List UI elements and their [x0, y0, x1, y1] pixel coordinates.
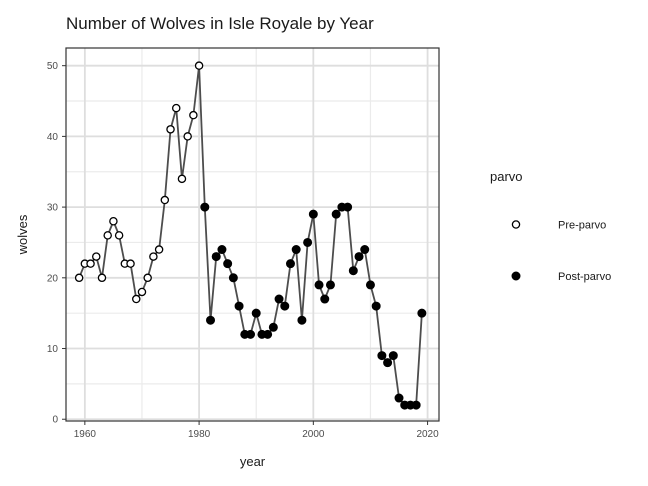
data-point-post-parvo — [343, 202, 353, 212]
x-tick-label: 2020 — [416, 429, 439, 440]
data-point-post-parvo — [394, 393, 404, 403]
y-tick-label: 50 — [47, 61, 59, 72]
data-point-post-parvo — [377, 351, 387, 361]
y-axis-title: wolves — [15, 214, 30, 255]
data-point-post-parvo — [280, 301, 290, 311]
grid-lines — [66, 48, 439, 421]
data-point-post-parvo — [325, 280, 335, 290]
data-point-post-parvo — [297, 315, 307, 325]
data-point-pre-parvo — [183, 132, 192, 141]
data-point-pre-parvo — [154, 245, 164, 254]
data-point-pre-parvo — [92, 252, 101, 261]
data-point-post-parvo — [228, 273, 238, 283]
data-point-post-parvo — [314, 280, 324, 290]
y-tick-label: 30 — [47, 203, 59, 214]
data-point-post-parvo — [360, 245, 370, 255]
data-point-pre-parvo — [160, 195, 170, 205]
data-point-pre-parvo — [97, 273, 107, 283]
x-tick-label: 1960 — [74, 429, 97, 440]
data-point-pre-parvo — [166, 125, 175, 134]
data-point-post-parvo — [263, 329, 273, 339]
data-point-post-parvo — [417, 308, 427, 318]
data-point-post-parvo — [274, 294, 284, 304]
data-point-pre-parvo — [132, 294, 141, 304]
data-point-post-parvo — [200, 202, 210, 212]
data-point-post-parvo — [291, 245, 301, 255]
data-point-post-parvo — [217, 245, 227, 255]
data-point-post-parvo — [223, 259, 233, 269]
legend: parvo Pre-parvo Post-parvo — [490, 169, 611, 283]
data-point-pre-parvo — [109, 216, 118, 226]
data-point-post-parvo — [365, 280, 375, 290]
legend-title: parvo — [490, 169, 523, 184]
data-point-post-parvo — [246, 329, 256, 339]
data-points — [74, 61, 427, 410]
data-point-post-parvo — [411, 400, 421, 410]
y-tick-label: 10 — [47, 344, 59, 355]
data-point-pre-parvo — [189, 110, 198, 120]
data-point-post-parvo — [331, 209, 341, 219]
data-point-pre-parvo — [103, 231, 112, 240]
data-point-pre-parvo — [149, 252, 158, 261]
panel-border — [65, 47, 440, 422]
legend-label-pre-parvo: Pre-parvo — [558, 220, 606, 232]
legend-open-circle-icon — [511, 220, 521, 229]
data-point-pre-parvo — [74, 273, 84, 283]
data-point-pre-parvo — [194, 61, 204, 70]
x-axis-title: year — [240, 454, 266, 469]
data-point-pre-parvo — [86, 259, 95, 268]
data-point-pre-parvo — [114, 231, 124, 240]
data-point-post-parvo — [354, 252, 364, 262]
data-point-post-parvo — [388, 351, 398, 361]
data-point-post-parvo — [320, 294, 330, 304]
data-point-post-parvo — [206, 315, 216, 325]
y-tick-label: 0 — [52, 415, 58, 426]
x-tick-label: 2000 — [302, 429, 325, 440]
data-point-post-parvo — [308, 209, 318, 219]
legend-filled-circle-icon — [511, 271, 521, 281]
data-point-post-parvo — [268, 322, 278, 332]
data-point-pre-parvo — [171, 103, 181, 113]
data-point-post-parvo — [251, 308, 261, 318]
data-point-post-parvo — [303, 237, 313, 247]
data-point-post-parvo — [211, 252, 221, 262]
data-point-pre-parvo — [143, 273, 152, 283]
data-point-pre-parvo — [126, 259, 135, 268]
y-tick-label: 20 — [47, 273, 59, 284]
x-tick-label: 1980 — [188, 429, 211, 440]
y-tick-label: 40 — [47, 132, 59, 143]
y-axis-ticks: 0 10 20 30 40 50 — [47, 61, 66, 426]
data-point-post-parvo — [285, 259, 295, 269]
data-point-post-parvo — [371, 301, 381, 311]
data-point-pre-parvo — [177, 174, 187, 184]
data-point-post-parvo — [348, 266, 358, 276]
x-axis-ticks: 1960 1980 2000 2020 — [74, 421, 439, 440]
data-point-pre-parvo — [137, 287, 147, 297]
chart-title: Number of Wolves in Isle Royale by Year — [66, 14, 374, 33]
data-point-post-parvo — [234, 301, 244, 311]
legend-label-post-parvo: Post-parvo — [558, 271, 611, 283]
data-point-post-parvo — [383, 358, 393, 368]
